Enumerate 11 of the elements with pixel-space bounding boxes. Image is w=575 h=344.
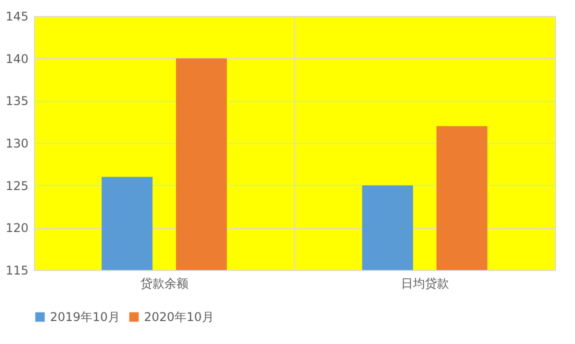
- x-tick-label: 日均贷款: [400, 276, 449, 290]
- y-tick-label: 130: [6, 136, 28, 150]
- legend-label: 2019年10月: [50, 310, 120, 324]
- y-tick-label: 145: [6, 10, 28, 24]
- y-tick-label: 135: [6, 94, 28, 108]
- legend-label: 2020年10月: [144, 310, 214, 324]
- y-tick-label: 120: [6, 221, 28, 236]
- y-tick-label: 140: [6, 52, 28, 66]
- y-tick-label: 115: [6, 264, 28, 278]
- y-tick-label: 125: [6, 178, 28, 193]
- x-tick-label: 贷款余额: [140, 276, 188, 290]
